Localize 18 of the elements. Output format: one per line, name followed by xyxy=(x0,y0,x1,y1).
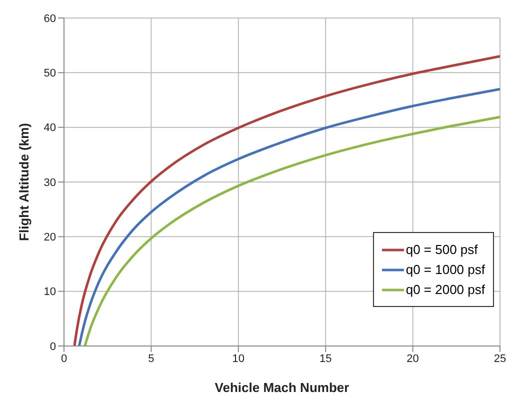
y-tick-label: 20 xyxy=(44,232,56,244)
y-tick-label: 10 xyxy=(44,286,56,298)
x-axis-title: Vehicle Mach Number xyxy=(214,380,350,395)
legend-label: q0 = 1000 psf xyxy=(406,262,485,277)
x-tick-label: 0 xyxy=(60,352,68,365)
x-tick-label: 20 xyxy=(406,352,419,365)
y-axis-title: Flight Altitude (km) xyxy=(16,123,32,241)
legend-label: q0 = 500 psf xyxy=(406,242,478,257)
y-tick-label: 40 xyxy=(44,122,56,134)
y-tick-label: 30 xyxy=(44,176,56,189)
x-tick-label: 5 xyxy=(148,352,154,365)
x-tick-label: 25 xyxy=(494,352,506,365)
y-tick-label: 50 xyxy=(44,68,56,80)
y-tick-label: 0 xyxy=(50,340,56,353)
y-tick-label: 60 xyxy=(44,12,56,25)
x-tick-label: 10 xyxy=(232,352,245,365)
legend-label: q0 = 2000 psf xyxy=(406,282,485,297)
x-tick-label: 15 xyxy=(319,352,332,365)
